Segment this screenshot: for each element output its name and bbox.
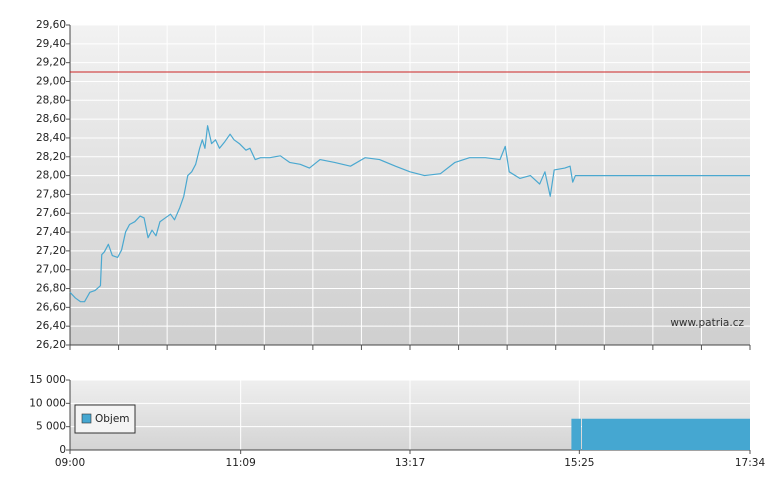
y-tick-label: 27,00 (36, 264, 66, 276)
y-tick-label: 27,80 (36, 188, 66, 200)
y-tick-label: 27,20 (36, 245, 66, 257)
y-tick-label: 10 000 (29, 397, 66, 409)
y-tick-label: 15 000 (29, 374, 66, 386)
x-tick-label: 13:17 (395, 457, 425, 469)
y-tick-label: 27,40 (36, 226, 66, 238)
x-tick-label: 15:25 (564, 457, 594, 469)
y-tick-label: 26,60 (36, 301, 66, 313)
y-tick-label: 28,00 (36, 170, 66, 182)
volume-bar (571, 418, 581, 450)
y-tick-label: 29,20 (36, 57, 66, 69)
y-tick-label: 26,40 (36, 320, 66, 332)
y-tick-label: 26,20 (36, 339, 66, 351)
price-line (69, 125, 750, 303)
x-tick-label: 11:09 (226, 457, 256, 469)
y-tick-label: 26,80 (36, 283, 66, 295)
legend-label: Objem (95, 413, 130, 425)
legend: Objem (74, 404, 136, 434)
y-tick-label: 5 000 (36, 421, 66, 433)
y-tick-label: 29,40 (36, 38, 66, 50)
y-tick-label: 0 (59, 444, 66, 456)
chart-layer: 26,20 26,40 26,60 26,80 27,00 27,20 27,40 27,60… (29, 19, 765, 469)
volume-bar (581, 418, 750, 450)
legend-swatch (81, 413, 92, 424)
y-tick-label: 28,40 (36, 132, 66, 144)
x-tick-label: 09:00 (55, 457, 85, 469)
y-tick-label: 29,00 (36, 75, 66, 87)
y-tick-label: 29,60 (36, 19, 66, 31)
watermark: www.patria.cz (670, 317, 744, 329)
y-tick-label: 28,60 (36, 113, 66, 125)
y-tick-label: 28,20 (36, 151, 66, 163)
y-tick-label: 28,80 (36, 94, 66, 106)
x-tick-label: 17:34 (735, 457, 766, 469)
y-tick-label: 27,60 (36, 207, 66, 219)
